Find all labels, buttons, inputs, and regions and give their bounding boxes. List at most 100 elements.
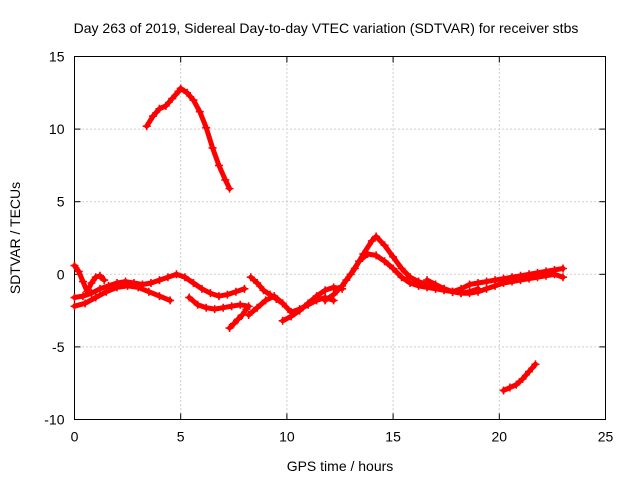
data-point: [163, 273, 172, 282]
x-tick-label: 0: [71, 429, 79, 445]
data-point: [499, 386, 508, 395]
series-line: [144, 85, 233, 192]
data-point: [74, 267, 83, 276]
data-point: [329, 283, 338, 292]
data-point: [149, 112, 158, 121]
data-point: [225, 184, 234, 193]
data-point: [380, 257, 389, 266]
x-tick-label: 20: [492, 429, 508, 445]
data-point: [242, 305, 251, 314]
data-point: [246, 273, 255, 282]
data-point: [525, 367, 534, 376]
series-arc-j: [321, 249, 483, 305]
data-point: [189, 96, 198, 105]
series-arc-l: [423, 264, 568, 296]
data-point: [134, 283, 143, 292]
series-arc-a: [70, 261, 109, 296]
data-point: [259, 286, 268, 295]
data-point: [457, 284, 466, 293]
data-point: [406, 273, 415, 282]
data-point: [155, 276, 164, 285]
y-tick-label: -5: [52, 339, 65, 355]
data-point: [87, 289, 96, 298]
data-point: [183, 88, 192, 97]
data-point: [321, 286, 330, 295]
data-point: [559, 264, 568, 273]
data-point: [206, 289, 215, 298]
data-point: [193, 300, 202, 309]
data-point: [329, 290, 338, 299]
data-point: [440, 284, 449, 293]
data-point: [112, 283, 121, 292]
data-point: [102, 287, 111, 296]
data-point: [474, 287, 483, 296]
data-point: [227, 302, 236, 311]
data-point: [542, 267, 551, 276]
data-point: [100, 276, 109, 285]
y-tick-label: 15: [49, 49, 65, 65]
data-point: [81, 299, 90, 308]
series-arc-f: [225, 305, 251, 333]
data-point: [482, 277, 491, 286]
data-point: [70, 293, 79, 302]
series-line: [343, 234, 566, 296]
data-point: [202, 303, 211, 312]
data-point: [295, 306, 304, 315]
data-point: [265, 290, 274, 299]
data-point: [505, 383, 514, 392]
plot-frame: [74, 56, 606, 420]
data-point: [208, 143, 217, 152]
data-point: [550, 265, 559, 274]
data-point: [448, 287, 457, 296]
data-point: [229, 319, 238, 328]
data-point: [287, 312, 296, 321]
data-point: [91, 293, 100, 302]
data-point: [465, 289, 474, 298]
data-point: [397, 273, 406, 282]
data-point: [240, 284, 249, 293]
data-point: [389, 252, 398, 261]
data-point: [516, 271, 525, 280]
data-point: [161, 101, 170, 110]
axis-ticks: 0 5 10 15 20 25 -10 -5 0 5 10 15: [44, 49, 613, 445]
series-line: [501, 361, 538, 393]
data-point: [91, 273, 100, 282]
series-arc-b: [70, 270, 249, 302]
data-point: [225, 324, 234, 333]
data-point: [372, 232, 381, 241]
data-point: [146, 279, 155, 288]
data-point: [482, 284, 491, 293]
data-point: [197, 284, 206, 293]
data-point: [304, 299, 313, 308]
data-point: [499, 274, 508, 283]
data-point: [278, 316, 287, 325]
chart-title: Day 263 of 2019, Sidereal Day-to-day VTE…: [74, 20, 579, 36]
data-point: [350, 264, 359, 273]
data-point: [189, 279, 198, 288]
series-arc-h: [246, 273, 287, 308]
data-point: [465, 280, 474, 289]
data-point: [166, 296, 175, 305]
data-point: [234, 315, 243, 324]
data-point: [244, 310, 253, 319]
data-point: [508, 273, 517, 282]
data-point: [338, 281, 347, 290]
data-point: [423, 276, 432, 285]
data-point: [342, 276, 351, 285]
data-point: [512, 380, 521, 389]
x-tick-label: 15: [385, 429, 401, 445]
data-point: [321, 296, 330, 305]
data-point: [219, 303, 228, 312]
data-point: [78, 292, 87, 301]
data-point: [223, 290, 232, 299]
data-point: [559, 273, 568, 282]
data-point: [142, 122, 151, 131]
data-point: [168, 94, 177, 103]
data-point: [414, 277, 423, 286]
x-axis-label: GPS time / hours: [287, 458, 394, 474]
data-point: [210, 305, 219, 314]
grid: [74, 56, 606, 420]
data-point: [491, 276, 500, 285]
data-point: [367, 236, 376, 245]
